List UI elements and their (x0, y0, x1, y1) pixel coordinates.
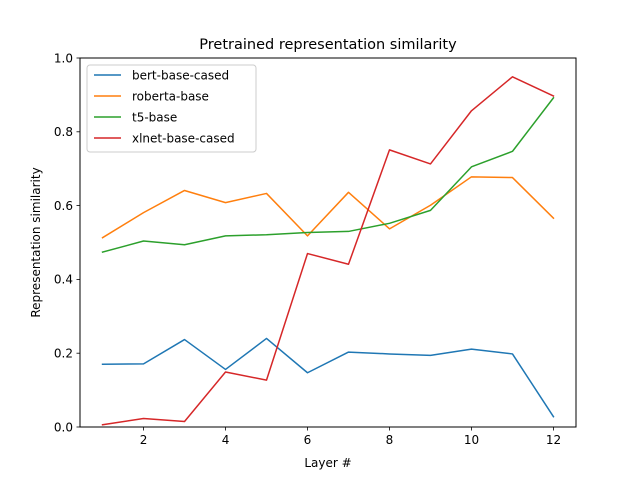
x-tick-label: 10 (464, 433, 479, 447)
x-tick-label: 6 (304, 433, 312, 447)
y-tick-label: 0.0 (54, 420, 73, 434)
y-axis-label: Representation similarity (29, 167, 43, 317)
legend: bert-base-cased roberta-base t5-base xlnet-… (86, 64, 257, 153)
series-line-bert-base-cased (101, 337, 555, 418)
x-tick-label: 4 (222, 433, 230, 447)
y-tick-label: 0.6 (54, 199, 73, 213)
x-axis-ticks: 2 4 6 8 10 12 (140, 427, 561, 447)
legend-label-xlnet-base-cased: xlnet-base-cased (132, 131, 235, 145)
y-tick-label: 0.4 (54, 273, 73, 287)
y-tick-label: 0.2 (54, 347, 73, 361)
legend-frame (86, 64, 257, 153)
chart-title: Pretrained representation similarity (199, 37, 457, 53)
legend-label-t5-base: t5-base (132, 110, 177, 124)
legend-label-roberta-base: roberta-base (132, 89, 209, 103)
series-layer (101, 76, 555, 426)
y-tick-label: 0.8 (54, 125, 73, 139)
x-axis-label: Layer # (304, 456, 351, 470)
series-line-xlnet-base-cased (101, 76, 555, 426)
y-axis-ticks: 0.0 0.2 0.4 0.6 0.8 1.0 (54, 51, 80, 434)
legend-label-bert-base-cased: bert-base-cased (132, 68, 229, 82)
y-tick-label: 1.0 (54, 51, 73, 65)
series-line-roberta-base (101, 176, 555, 239)
x-tick-label: 2 (140, 433, 148, 447)
x-tick-label: 12 (546, 433, 561, 447)
x-tick-label: 8 (386, 433, 394, 447)
series-line-t5-base (101, 96, 555, 254)
plot-frame (79, 57, 577, 428)
